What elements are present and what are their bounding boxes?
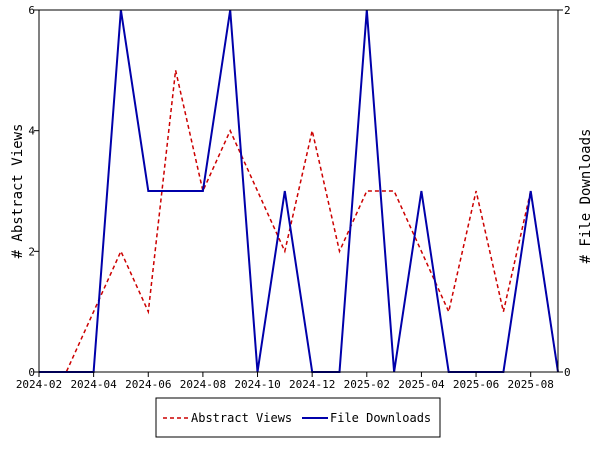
legend: Abstract Views File Downloads <box>155 397 441 438</box>
right-y-tick-label: 0 <box>564 366 571 379</box>
x-tick-label: 2024-08 <box>180 378 226 391</box>
x-tick-label: 2024-10 <box>234 378 280 391</box>
x-tick-label: 2025-02 <box>344 378 390 391</box>
right-axis-title: # File Downloads <box>578 129 594 264</box>
x-tick-label: 2024-02 <box>16 378 62 391</box>
x-tick-label: 2025-06 <box>453 378 499 391</box>
legend-box <box>155 397 441 438</box>
x-tick-label: 2024-12 <box>289 378 335 391</box>
x-tick-label: 2025-08 <box>508 378 554 391</box>
x-tick-label: 2024-06 <box>125 378 171 391</box>
left-y-tick-label: 0 <box>28 366 35 379</box>
plot-frame <box>38 9 559 373</box>
x-tick-label: 2024-04 <box>70 378 117 391</box>
left-y-tick-label: 4 <box>28 125 35 138</box>
left-y-tick-label: 2 <box>28 245 35 258</box>
x-tick-label: 2025-04 <box>398 378 445 391</box>
right-y-tick-label: 2 <box>564 4 571 17</box>
series-line-file-downloads <box>39 9 559 373</box>
plot-area <box>39 9 559 373</box>
legend-label-file-downloads: File Downloads <box>330 411 431 425</box>
left-axis-title: # Abstract Views <box>10 124 26 259</box>
legend-label-abstract-views: Abstract Views <box>191 411 292 425</box>
left-y-tick-label: 6 <box>28 4 35 17</box>
series-line-abstract-views <box>39 70 559 373</box>
axes: 2024-02 2024-04 2024-06 2024-08 2024-10 2024-… <box>16 4 571 391</box>
